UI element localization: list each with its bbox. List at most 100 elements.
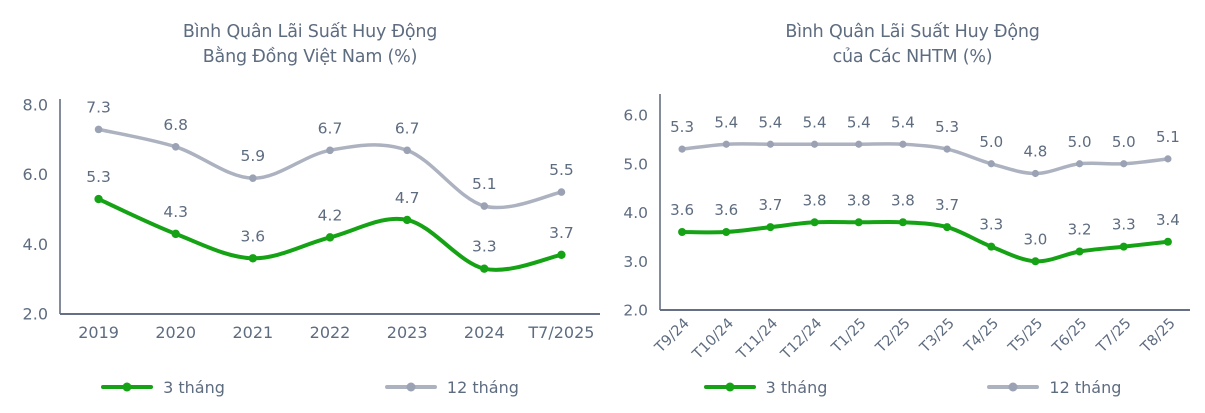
data-point-marker	[402, 215, 412, 225]
data-point-label: 3.8	[891, 191, 915, 209]
legend-dot-3-thang-icon	[122, 382, 132, 392]
data-point-marker	[94, 194, 103, 204]
data-point-label: 7.3	[86, 98, 111, 116]
x-tick-label: 2021	[232, 323, 273, 342]
data-point-marker	[810, 140, 819, 148]
data-point-marker	[171, 143, 180, 151]
data-point-label: 3.8	[803, 191, 827, 209]
data-point-label: 5.3	[670, 118, 694, 136]
legend-dot-3-thang-icon	[725, 382, 735, 392]
data-point-label: 3.7	[935, 196, 959, 214]
data-point-marker	[326, 146, 334, 155]
data-point-marker	[171, 229, 180, 239]
series-12-tháng	[678, 140, 1172, 178]
y-tick-label: 6.0	[23, 165, 48, 184]
x-tick-label: 2022	[310, 323, 351, 342]
right-chart-legend: 3 tháng 12 tháng	[620, 374, 1205, 400]
axes	[59, 99, 600, 315]
data-point-label: 4.8	[1023, 143, 1047, 161]
data-point-label: 5.0	[1112, 133, 1136, 151]
data-point-label: 6.8	[163, 116, 188, 134]
data-point-marker	[557, 250, 566, 259]
axes	[659, 94, 1190, 311]
chart-nhtm-deposit-rate: Bình Quân Lãi Suất Huy Động của Các NHTM…	[620, 0, 1205, 413]
data-point-label: 3.7	[549, 224, 574, 242]
x-tick-label: T2/25	[872, 316, 913, 357]
data-point-marker	[94, 125, 103, 134]
data-point-label: 3.6	[670, 201, 694, 219]
data-point-marker	[943, 145, 951, 153]
series-12-tháng	[94, 125, 566, 210]
data-point-marker	[855, 140, 863, 148]
right-chart-title-line2: của Các NHTM (%)	[832, 47, 993, 67]
data-point-label: 5.4	[891, 113, 915, 131]
data-point-marker	[1120, 160, 1128, 168]
left-chart-title-line2: Bằng Đồng Việt Nam (%)	[202, 47, 418, 67]
right-chart-title-line1: Bình Quân Lãi Suất Huy Động	[785, 22, 1040, 42]
x-tick-label: T3/25	[917, 316, 958, 357]
legend-item-12-thang: 12 tháng	[987, 378, 1121, 397]
data-point-marker	[1031, 169, 1040, 178]
legend-label-12-thang: 12 tháng	[1049, 377, 1122, 397]
legend-label-3-thang: 3 tháng	[765, 377, 828, 397]
data-point-label: 4.7	[395, 189, 420, 207]
series-3-tháng	[678, 218, 1172, 266]
legend-item-12-thang: 12 tháng	[384, 377, 519, 397]
data-point-marker	[722, 228, 731, 236]
data-point-label: 6.7	[395, 119, 420, 137]
x-tick-label: T12/24	[778, 316, 826, 364]
x-tick-label: 2020	[155, 323, 196, 342]
data-point-label: 3.2	[1068, 221, 1092, 239]
data-point-label: 5.0	[1068, 133, 1092, 151]
data-point-marker	[899, 140, 907, 148]
legend-line-12-thang-icon	[384, 382, 437, 392]
data-point-marker	[249, 174, 257, 182]
legend-label-12-thang: 12 tháng	[446, 377, 519, 397]
y-tick-label: 6.0	[623, 107, 648, 125]
data-point-label: 5.1	[1156, 128, 1180, 146]
left-chart-plot: 8.0 6.0 4.0 2.0 2019 2020 2021 2022 2023 2024 T7/2…	[23, 96, 600, 342]
left-chart-title: Bình Quân Lãi Suất Huy Động Bằng Đồng Vi…	[182, 20, 438, 70]
x-tick-label: T11/24	[733, 316, 781, 364]
data-point-marker	[557, 188, 566, 196]
data-point-marker	[943, 223, 952, 232]
legend-item-3-thang: 3 tháng	[101, 378, 225, 397]
data-point-label: 3.3	[979, 216, 1003, 234]
x-tick-label: T9/24	[652, 316, 693, 357]
data-point-label: 3.6	[714, 201, 738, 219]
data-point-label: 3.3	[1112, 216, 1136, 234]
y-tick-label: 4.0	[623, 204, 648, 222]
data-point-marker	[678, 228, 687, 236]
data-point-label: 3.0	[1023, 230, 1047, 248]
x-tick-label: T7/25	[1093, 316, 1134, 357]
x-tick-label: T6/25	[1049, 316, 1090, 357]
y-tick-label: 4.0	[23, 235, 48, 254]
series-line	[680, 142, 1170, 176]
legend-line-3-thang-icon	[101, 382, 154, 392]
data-point-marker	[1031, 257, 1040, 266]
data-point-label: 3.6	[241, 227, 266, 245]
left-chart-title-line1: Bình Quân Lãi Suất Huy Động	[182, 22, 438, 42]
x-tick-label: T4/25	[961, 316, 1002, 357]
data-point-marker	[987, 242, 996, 251]
data-point-label: 4.3	[163, 203, 188, 221]
data-point-marker	[987, 160, 995, 168]
data-point-label: 5.5	[549, 161, 574, 179]
data-point-marker	[480, 202, 489, 210]
y-tick-label: 3.0	[623, 253, 648, 271]
data-point-marker	[766, 223, 775, 232]
data-point-label: 5.3	[935, 118, 959, 136]
legend-label-3-thang: 3 tháng	[163, 377, 225, 397]
data-point-marker	[480, 264, 489, 273]
y-tick-label: 5.0	[623, 155, 648, 173]
series-3-tháng	[94, 194, 566, 273]
data-point-marker	[766, 140, 775, 148]
data-point-marker	[1164, 155, 1172, 163]
data-point-marker	[722, 140, 730, 148]
data-point-label: 3.8	[847, 191, 871, 209]
data-point-label: 5.3	[86, 168, 111, 186]
data-point-marker	[1163, 237, 1172, 246]
x-tick-label: T5/25	[1005, 316, 1046, 357]
